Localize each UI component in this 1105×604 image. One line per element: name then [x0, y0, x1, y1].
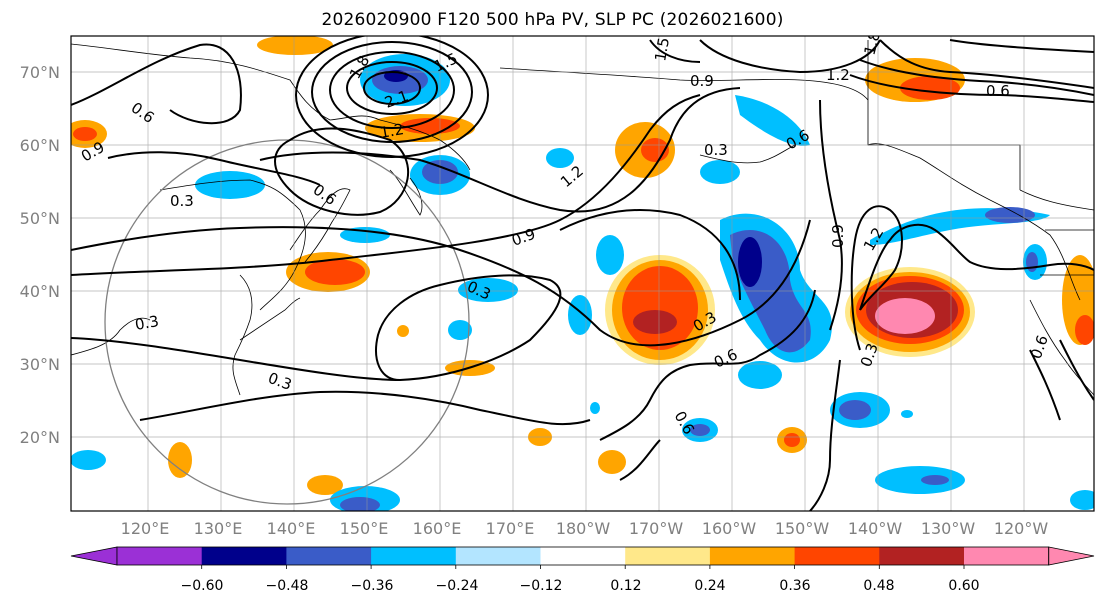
lon-label: 120°W	[994, 519, 1049, 538]
contour-label: 1.2	[379, 120, 406, 142]
contour-label: 0.9	[829, 224, 847, 248]
lon-label: 140°W	[848, 519, 903, 538]
lat-label: 30°N	[20, 355, 60, 374]
colorbar-label: 0.36	[779, 578, 810, 594]
contour-label: 1.8	[860, 29, 884, 57]
contour-label: 1.2	[826, 66, 850, 84]
colorbar-segment	[879, 547, 965, 565]
map-border	[70, 35, 1095, 512]
colorbar-segment	[709, 547, 796, 565]
colorbar-segment	[371, 547, 457, 565]
lon-label: 160°E	[413, 519, 462, 538]
colorbar-segment	[117, 547, 203, 565]
colorbar-label: −0.24	[436, 578, 479, 594]
contour-label: 0.3	[704, 141, 728, 159]
contour-label: 1.5	[651, 36, 673, 63]
colorbar-label: 0.12	[610, 578, 641, 594]
colorbar-label: 0.48	[863, 578, 894, 594]
colorbar: −0.60 −0.48 −0.36 −0.24 −0.12 0.12 0.24 …	[70, 546, 1095, 594]
colorbar-label: 0.24	[694, 578, 725, 594]
colorbar-segment	[625, 547, 711, 565]
lon-label: 130°E	[194, 519, 243, 538]
lon-label: 170°W	[629, 519, 684, 538]
lon-label: 150°E	[340, 519, 389, 538]
colorbar-border	[116, 546, 1050, 566]
lat-label: 70°N	[20, 63, 60, 82]
lat-label: 40°N	[20, 282, 60, 301]
colorbar-segment	[964, 547, 1050, 565]
colorbar-segment	[201, 547, 287, 565]
lat-label: 20°N	[20, 428, 60, 447]
contour-label: 0.3	[170, 192, 194, 210]
colorbar-segment	[540, 547, 626, 565]
lat-label: 60°N	[20, 136, 60, 155]
colorbar-extend-low	[70, 546, 118, 566]
lon-label: 160°W	[702, 519, 757, 538]
colorbar-segment	[455, 547, 541, 565]
contour-label: 0.9	[690, 72, 714, 90]
graticule	[71, 36, 1094, 511]
contour-label: 0.6	[986, 82, 1010, 100]
lon-label: 170°E	[486, 519, 535, 538]
colorbar-extend-high	[1048, 546, 1095, 566]
colorbar-labels: −0.60 −0.48 −0.36 −0.24 −0.12 0.12 0.24 …	[181, 578, 980, 594]
colorbar-label: −0.12	[520, 578, 563, 594]
contour-label: 0.3	[134, 312, 161, 334]
lon-label: 120°E	[121, 519, 170, 538]
slp-contours	[71, 36, 1094, 511]
longitude-labels: 120°E 130°E 140°E 150°E 160°E 170°E 180°…	[121, 519, 1049, 538]
colorbar-label: −0.60	[181, 578, 224, 594]
colorbar-label: −0.48	[266, 578, 309, 594]
lon-label: 150°W	[775, 519, 830, 538]
chart-title: 2026020900 F120 500 hPa PV, SLP PC (2026…	[321, 10, 784, 30]
colorbar-segment	[286, 547, 372, 565]
colorbar-segment	[794, 547, 880, 565]
lon-label: 180°W	[556, 519, 611, 538]
range-circle	[104, 139, 470, 505]
lat-label: 50°N	[20, 209, 60, 228]
latitude-labels: 70°N 60°N 50°N 40°N 30°N 20°N	[20, 63, 60, 447]
colorbar-label: 0.60	[948, 578, 979, 594]
lon-label: 130°W	[921, 519, 976, 538]
colorbar-label: −0.36	[351, 578, 394, 594]
lon-label: 140°E	[267, 519, 316, 538]
